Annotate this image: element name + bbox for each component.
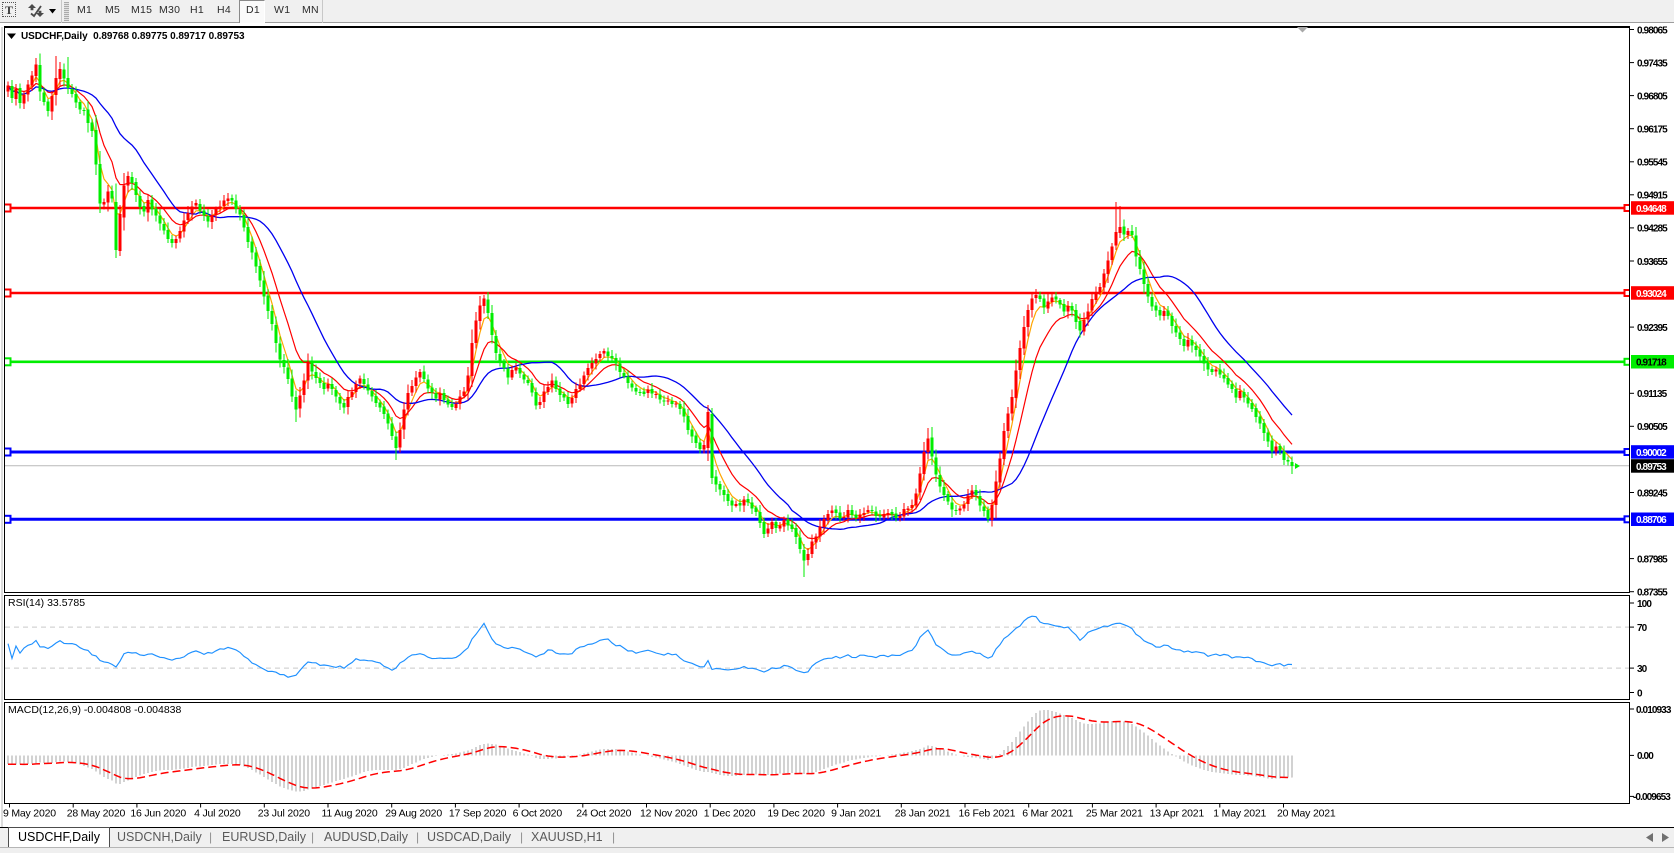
svg-text:1 Dec 2020: 1 Dec 2020 [704, 808, 756, 820]
svg-text:0.96805: 0.96805 [1637, 91, 1668, 102]
svg-text:0.96175: 0.96175 [1637, 125, 1668, 136]
svg-text:23 Jul 2020: 23 Jul 2020 [258, 808, 310, 820]
svg-text:0.91718: 0.91718 [1636, 358, 1667, 369]
svg-text:RSI(14) 33.5785: RSI(14) 33.5785 [8, 597, 85, 609]
svg-text:19 Dec 2020: 19 Dec 2020 [767, 808, 825, 820]
svg-text:0.00: 0.00 [1637, 751, 1654, 762]
svg-text:13 Apr 2021: 13 Apr 2021 [1150, 808, 1205, 820]
svg-text:9 May 2020: 9 May 2020 [3, 808, 56, 820]
svg-text:MACD(12,26,9) -0.004808 -0.004: MACD(12,26,9) -0.004808 -0.004838 [8, 704, 182, 716]
svg-text:29 Aug 2020: 29 Aug 2020 [385, 808, 442, 820]
svg-text:12 Nov 2020: 12 Nov 2020 [640, 808, 698, 820]
svg-text:0.89245: 0.89245 [1637, 488, 1668, 499]
svg-text:0.90505: 0.90505 [1637, 422, 1668, 433]
svg-text:100: 100 [1637, 599, 1652, 610]
svg-text:28 Jan 2021: 28 Jan 2021 [895, 808, 951, 820]
svg-text:4 Jul 2020: 4 Jul 2020 [194, 808, 241, 820]
svg-text:0: 0 [1637, 688, 1643, 699]
svg-text:20 May 2021: 20 May 2021 [1277, 808, 1336, 820]
svg-text:0.95545: 0.95545 [1637, 158, 1668, 169]
svg-text:0.93024: 0.93024 [1636, 289, 1667, 300]
svg-text:0.88706: 0.88706 [1636, 515, 1667, 526]
svg-text:0.93655: 0.93655 [1637, 257, 1668, 268]
svg-text:0.98065: 0.98065 [1637, 25, 1668, 36]
svg-text:11 Aug 2020: 11 Aug 2020 [322, 808, 378, 820]
svg-text:6 Mar 2021: 6 Mar 2021 [1022, 808, 1073, 820]
svg-text:0.92395: 0.92395 [1637, 323, 1668, 334]
svg-text:-0.009653: -0.009653 [1633, 792, 1671, 803]
svg-text:25 Mar 2021: 25 Mar 2021 [1086, 808, 1143, 820]
svg-text:0.87985: 0.87985 [1637, 554, 1668, 565]
svg-text:0.010933: 0.010933 [1636, 705, 1672, 716]
svg-text:16 Jun 2020: 16 Jun 2020 [130, 808, 186, 820]
svg-text:17 Sep 2020: 17 Sep 2020 [449, 808, 507, 820]
svg-text:9 Jan 2021: 9 Jan 2021 [831, 808, 881, 820]
svg-text:0.94915: 0.94915 [1637, 191, 1668, 202]
svg-text:30: 30 [1637, 664, 1648, 675]
svg-text:16 Feb 2021: 16 Feb 2021 [959, 808, 1016, 820]
svg-text:USDCHF,Daily 0.89768 0.89775: USDCHF,Daily 0.89768 0.89775 0.89717 0.8… [21, 31, 245, 42]
svg-text:0.94648: 0.94648 [1636, 204, 1667, 215]
svg-text:0.90002: 0.90002 [1636, 448, 1667, 459]
svg-text:24 Oct 2020: 24 Oct 2020 [576, 808, 631, 820]
svg-text:0.97435: 0.97435 [1637, 58, 1668, 69]
svg-text:6 Oct 2020: 6 Oct 2020 [513, 808, 563, 820]
svg-text:0.87355: 0.87355 [1637, 588, 1668, 599]
svg-text:0.94285: 0.94285 [1637, 224, 1668, 235]
svg-text:0.89753: 0.89753 [1636, 462, 1667, 473]
svg-text:28 May 2020: 28 May 2020 [67, 808, 126, 820]
svg-text:1 May 2021: 1 May 2021 [1213, 808, 1266, 820]
svg-text:70: 70 [1637, 623, 1648, 634]
svg-text:0.91135: 0.91135 [1637, 389, 1668, 400]
